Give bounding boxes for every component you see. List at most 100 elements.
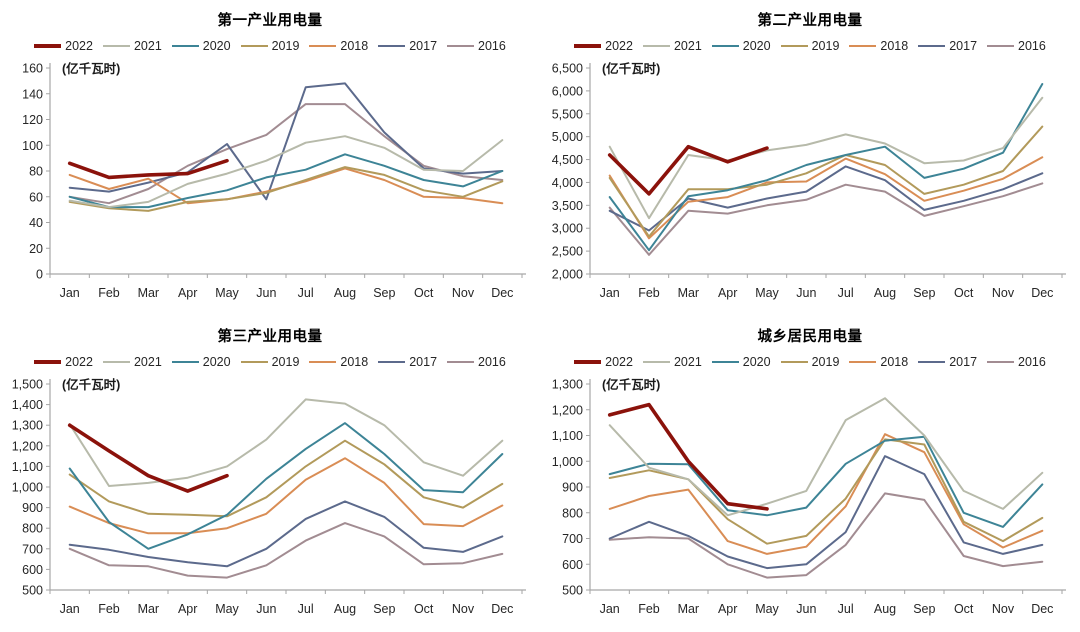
x-tick-label: Aug <box>334 286 356 300</box>
y-tick-label: 4,500 <box>552 153 583 167</box>
y-tick-label: 700 <box>562 532 583 546</box>
y-tick-label: 1,400 <box>12 398 43 412</box>
x-tick-label: Apr <box>718 602 737 616</box>
legend-swatch-2017 <box>918 45 946 47</box>
legend-label: 2018 <box>880 355 909 369</box>
x-tick-label: Nov <box>992 602 1015 616</box>
legend-item-2016: 2016 <box>987 355 1046 369</box>
x-tick-label: Dec <box>491 286 513 300</box>
y-tick-label: 4,000 <box>552 176 583 190</box>
x-tick-label: May <box>215 602 239 616</box>
x-tick-label: Jan <box>600 286 620 300</box>
legend-item-2019: 2019 <box>780 39 839 53</box>
y-tick-label: 1,200 <box>12 439 43 453</box>
legend-label: 2017 <box>949 355 978 369</box>
legend-item-2020: 2020 <box>171 355 231 369</box>
legend-label: 2020 <box>202 39 231 53</box>
legend-item-2016: 2016 <box>447 39 506 53</box>
legend-label: 2021 <box>673 39 702 53</box>
chart-title: 第二产业用电量 <box>757 13 863 29</box>
x-tick-label: Oct <box>414 286 434 300</box>
y-tick-label: 80 <box>29 165 43 179</box>
y-tick-label: 1,500 <box>12 378 43 392</box>
series-line-2019 <box>68 166 504 212</box>
x-tick-label: Apr <box>178 602 197 616</box>
plot-svg: 0 20 40 60 80 100 120 140 160 Jan Feb Mar Apr May Jun J… <box>22 61 526 300</box>
legend-item-2017: 2017 <box>918 355 977 369</box>
legend-item-2022: 2022 <box>34 355 93 369</box>
legend-swatch-2020 <box>171 45 199 47</box>
series-line-2020 <box>608 435 1044 528</box>
chart-secondary-industry: 第二产业用电量 2022 2021 2020 2019 2018 2017 2016 2,0… <box>540 0 1080 316</box>
x-tick-label: Nov <box>452 602 475 616</box>
x-tick-label: Sep <box>913 602 935 616</box>
legend-label: 2021 <box>133 355 162 369</box>
y-tick-label: 1,200 <box>552 403 583 417</box>
y-tick-label: 500 <box>22 584 43 598</box>
legend-item-2018: 2018 <box>849 39 908 53</box>
y-tick-label: 1,000 <box>12 481 43 495</box>
series-line-2016 <box>68 522 504 579</box>
x-tick-label: Jan <box>60 602 80 616</box>
legend-label: 2018 <box>340 355 369 369</box>
x-tick-label: Dec <box>1031 602 1053 616</box>
legend-item-2017: 2017 <box>918 39 977 53</box>
x-tick-label: Aug <box>334 602 356 616</box>
y-tick-label: 700 <box>22 542 43 556</box>
x-tick-label: Mar <box>678 286 700 300</box>
legend-swatch-2018 <box>309 45 337 47</box>
chart-residential: 城乡居民用电量 2022 2021 2020 2019 2018 2017 2016 500… <box>540 316 1080 632</box>
legend-swatch-2019 <box>240 45 268 47</box>
y-tick-label: 900 <box>562 481 583 495</box>
legend-swatch-2016 <box>447 45 475 47</box>
legend-swatch-2017 <box>918 361 946 363</box>
x-tick-label: Jun <box>256 286 276 300</box>
legend-label: 2022 <box>605 355 633 369</box>
legend-item-2017: 2017 <box>378 355 437 369</box>
legend-item-2020: 2020 <box>711 39 771 53</box>
x-tick-label: Mar <box>138 286 160 300</box>
y-tick-label: 800 <box>22 522 43 536</box>
legend-item-2020: 2020 <box>171 39 231 53</box>
y-tick-label: 5,500 <box>552 107 583 121</box>
x-tick-label: May <box>215 286 239 300</box>
series-line-2017 <box>68 500 504 568</box>
legend-item-2019: 2019 <box>240 39 299 53</box>
unit-label: (亿千瓦时) <box>602 61 660 76</box>
series-line-2021 <box>608 397 1044 517</box>
x-tick-label: Jan <box>600 602 620 616</box>
legend-swatch-2022 <box>34 44 62 48</box>
legend-swatch-2022 <box>574 44 602 48</box>
chart-plot: 2,000 2,500 3,000 3,500 4,000 4,500 5,000 5,500… <box>540 54 1080 310</box>
legend-item-2018: 2018 <box>309 39 368 53</box>
x-tick-label: Jun <box>256 602 276 616</box>
y-tick-label: 500 <box>562 584 583 598</box>
series-line-2016 <box>68 103 504 205</box>
y-tick-label: 120 <box>22 113 43 127</box>
series-line-2019 <box>608 125 1044 238</box>
legend-swatch-2016 <box>447 361 475 363</box>
legend-swatch-2019 <box>780 45 808 47</box>
y-tick-label: 6,500 <box>552 62 583 76</box>
y-tick-label: 800 <box>562 506 583 520</box>
legend-item-2016: 2016 <box>447 355 506 369</box>
series-line-2019 <box>68 439 504 518</box>
chart-plot: 500 600 700 800 900 1,000 1,100 1,200 1,300 Jan Fe… <box>540 370 1080 626</box>
legend-swatch-2017 <box>378 45 406 47</box>
y-tick-label: 3,000 <box>552 222 583 236</box>
legend-label: 2020 <box>742 39 771 53</box>
x-tick-label: Aug <box>874 602 896 616</box>
chart-plot: 500 600 700 800 900 1,000 1,100 1,200 1,300 1,400… <box>0 370 540 626</box>
series-line-2018 <box>68 457 504 535</box>
legend-swatch-2020 <box>711 45 739 47</box>
legend-label: 2020 <box>202 355 231 369</box>
x-tick-label: Apr <box>178 286 197 300</box>
x-tick-label: Dec <box>491 602 513 616</box>
legend-swatch-2019 <box>240 361 268 363</box>
unit-label: (亿千瓦时) <box>602 377 660 392</box>
legend-swatch-2018 <box>309 361 337 363</box>
legend-swatch-2016 <box>987 361 1015 363</box>
x-tick-label: May <box>755 286 779 300</box>
chart-primary-industry: 第一产业用电量 2022 2021 2020 2019 2018 2017 2016 0 20… <box>0 0 540 316</box>
y-tick-label: 140 <box>22 87 43 101</box>
